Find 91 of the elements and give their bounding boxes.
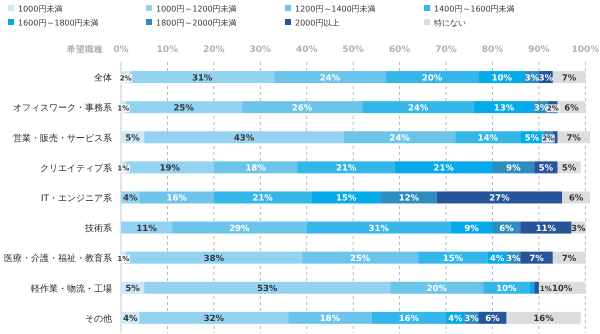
data-label: 19% [160,164,180,174]
x-tick-label: 100% [571,45,600,55]
data-label: 4% [123,314,138,324]
legend-label: 1000円未満 [18,4,62,14]
data-label: 5% [538,164,554,174]
data-label: 11% [536,224,557,234]
x-tick-label: 10% [156,45,178,55]
data-label: 18% [320,314,341,324]
data-label: 5% [125,284,140,294]
legend-item: 1000円未満 [8,4,62,14]
legend-item: 1400円～1600円未満 [424,4,515,14]
data-label: 10% [492,73,512,84]
data-label: 24% [408,103,429,114]
data-label: 3% [571,224,586,234]
data-label: 16% [398,314,420,324]
data-label: 9% [506,164,522,174]
y-tick-label: 全体 [94,72,112,84]
data-label: 6% [485,314,500,324]
data-label: 25% [350,254,371,264]
data-label: 18% [245,164,266,174]
data-label: 20% [426,284,448,294]
data-label: 31% [192,73,213,84]
y-tick-label: オフィスワーク・事務系 [13,102,112,114]
x-tick-label: 90% [528,45,550,55]
data-label: 6% [564,103,580,114]
data-label: 9% [464,224,480,234]
x-tick-label: 20% [203,45,225,55]
data-label: 11% [136,224,158,234]
legend-item: 2000円以上 [285,18,340,28]
data-label: 5% [562,164,577,174]
legend-item: 1800円～2000円未満 [146,18,237,28]
legend-label: 特にない [434,18,466,28]
data-label: 24% [320,73,341,84]
x-tick-label: 60% [388,45,410,55]
data-label: 21% [336,164,357,174]
data-label: 3% [464,314,480,324]
data-label: 21% [252,194,274,204]
data-label: 7% [562,254,577,264]
data-label: 6% [499,224,514,234]
data-label: 12% [398,194,420,204]
data-label: 38% [204,254,225,264]
data-label: 31% [368,224,390,234]
x-tick-label: 70% [435,45,457,55]
y-tick-label: 営業・販売・サービス系 [13,132,112,144]
data-label: 7% [562,73,577,84]
y-tick-label: クリエイティブ系 [40,162,112,174]
data-label: 20% [422,73,443,84]
data-label: 26% [292,103,313,114]
data-label: 27% [489,194,510,204]
data-label: 25% [174,103,194,114]
data-label: 10% [496,284,518,294]
data-label: 3% [524,73,540,84]
data-label: 6% [568,194,584,204]
data-label: 29% [229,224,250,234]
data-label: 16% [533,314,554,324]
data-label: 53% [257,284,278,294]
legend-label: 2000円以上 [295,18,340,28]
x-tick-label: 50% [342,45,364,55]
data-label: 15% [336,194,357,204]
data-label: 10% [552,284,573,294]
x-tick-label: 40% [296,45,318,55]
data-label: 4% [123,194,138,204]
data-label: 3% [506,254,522,264]
data-label: 7% [529,254,544,264]
data-label: 21% [434,164,454,174]
y-tick-label: IT・エンジニア系 [40,192,112,204]
data-label: 3% [538,73,554,84]
data-label: 13% [494,103,515,114]
data-label: 32% [204,314,225,324]
data-label: 16% [166,194,188,204]
legend-item: 1000円～1200円未満 [146,4,237,14]
x-tick-label: 80% [482,45,504,55]
legend-item: 1200円～1400円未満 [285,4,376,14]
data-label: 5% [524,133,540,144]
x-tick-label: 0% [113,45,129,55]
y-tick-label: 技術系 [84,223,112,234]
data-label: 4% [490,254,505,264]
data-label: 24% [389,133,410,144]
text: 希望職種 [66,44,103,55]
data-label: 4% [448,314,464,324]
x-tick-label: 30% [250,45,272,55]
y-tick-label: 医療・介護・福祉・教育系 [4,253,112,264]
data-label: 5% [125,133,140,144]
y-tick-label: その他 [85,313,112,324]
data-label: 15% [442,254,464,264]
data-label: 14% [478,133,498,144]
y-tick-label: 軽作業・物流・工場 [31,283,112,294]
legend-item: 1600円～1800円未満 [8,18,99,28]
data-label: 7% [566,133,582,144]
data-label: 43% [234,133,255,144]
legend-item: 特にない [424,18,466,28]
